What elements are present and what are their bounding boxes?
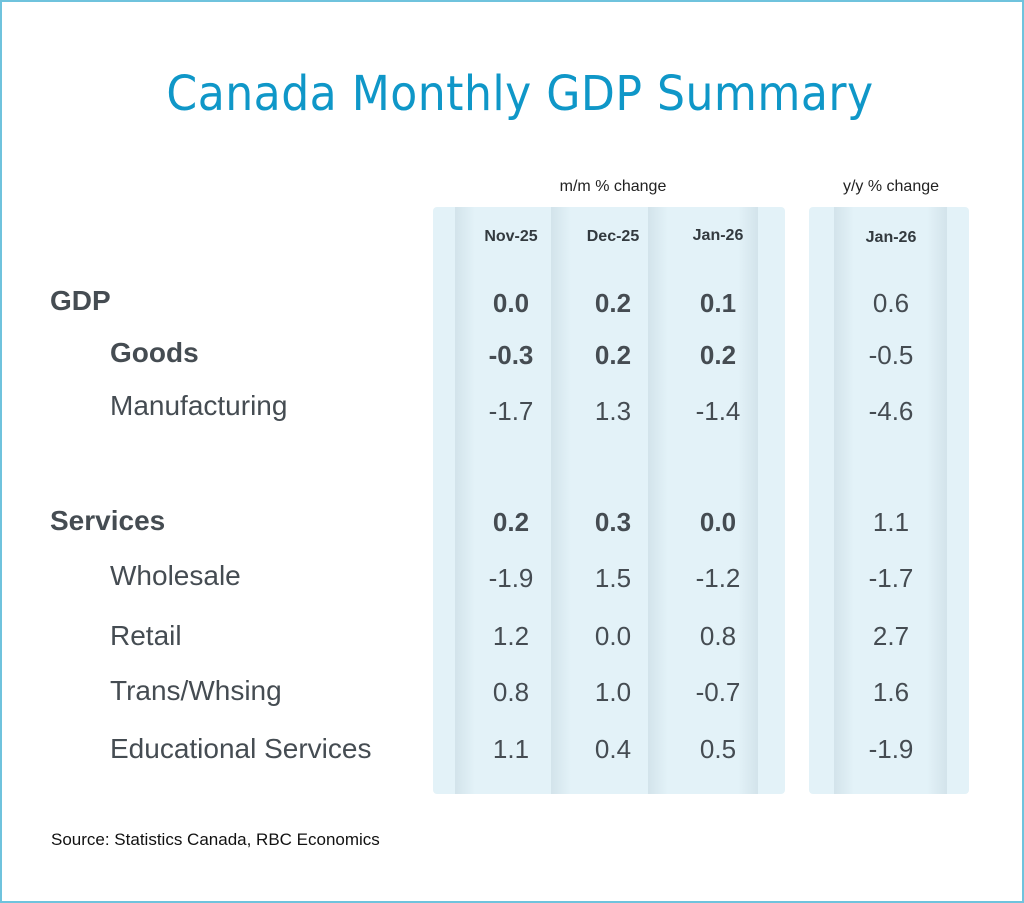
table-cell: 0.1 — [699, 288, 737, 318]
row-label: Wholesale — [110, 560, 241, 591]
row-label: Services — [50, 505, 166, 536]
row-label: Retail — [110, 620, 182, 651]
col-head-jan26-mm: Jan-26 — [692, 227, 744, 244]
row-label: Manufacturing — [110, 390, 288, 421]
table-cell: 0.8 — [699, 621, 737, 651]
table-cell: 0.6 — [872, 288, 910, 318]
col-head-dec25: Dec-25 — [586, 228, 640, 245]
mm-panel — [433, 207, 785, 794]
table-cell: 0.2 — [492, 507, 530, 537]
source-note: Source: Statistics Canada, RBC Economics — [51, 830, 380, 849]
table-cell: 0.5 — [699, 734, 737, 764]
yy-group-label: y/y % change — [842, 178, 940, 195]
table-cell: 1.6 — [872, 677, 910, 707]
table-cell: 1.2 — [492, 621, 530, 651]
table-cell: -4.6 — [868, 396, 914, 426]
table-cell: 0.8 — [492, 677, 530, 707]
table-cell: -1.7 — [488, 396, 534, 426]
row-label: Educational Services — [110, 733, 372, 764]
row-label: Trans/Whsing — [110, 675, 282, 706]
mm-group-label: m/m % change — [559, 178, 667, 195]
table-cell: 1.5 — [594, 563, 632, 593]
table-cell: 0.2 — [699, 340, 737, 370]
table-cell: -0.7 — [695, 677, 741, 707]
table-cell: 0.4 — [594, 734, 632, 764]
page-title: Canada Monthly GDP Summary — [166, 66, 874, 122]
table-cell: 1.3 — [594, 396, 632, 426]
table-cell: 0.0 — [492, 288, 530, 318]
table-cell: 1.0 — [594, 677, 632, 707]
table-cell: -1.7 — [868, 563, 914, 593]
table-cell: -0.5 — [868, 340, 914, 370]
table-cell: 1.1 — [872, 507, 910, 537]
table-cell: -0.3 — [488, 340, 534, 370]
table-cell: 1.1 — [492, 734, 530, 764]
table-cell: 0.0 — [594, 621, 632, 651]
table-cell: 0.0 — [699, 507, 737, 537]
table-cell: -1.9 — [868, 734, 914, 764]
table-cell: 0.2 — [594, 340, 632, 370]
table-cell: 0.3 — [594, 507, 632, 537]
table-cell: -1.4 — [695, 396, 741, 426]
col-head-jan26-yy: Jan-26 — [865, 229, 917, 246]
row-label: GDP — [50, 285, 111, 316]
table-cell: -1.2 — [695, 563, 741, 593]
yy-panel — [809, 207, 969, 794]
col-head-nov25: Nov-25 — [484, 228, 538, 245]
row-label: Goods — [110, 337, 199, 368]
table-cell: -1.9 — [488, 563, 534, 593]
table-cell: 0.2 — [594, 288, 632, 318]
table-cell: 2.7 — [872, 621, 910, 651]
